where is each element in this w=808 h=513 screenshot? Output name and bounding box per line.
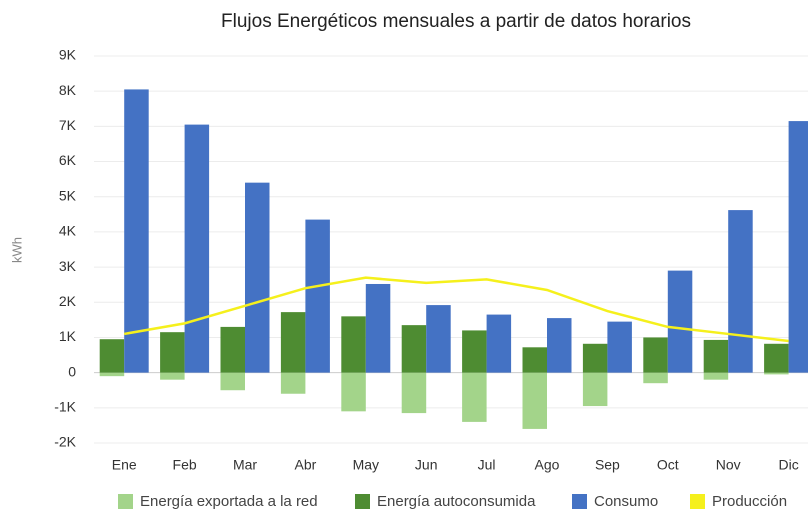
bar <box>305 219 330 373</box>
x-tick-label: Abr <box>295 457 317 473</box>
chart-title: Flujos Energéticos mensuales a partir de… <box>221 11 691 32</box>
x-tick-label: May <box>353 457 379 473</box>
bar <box>160 332 185 373</box>
legend-swatch <box>355 494 370 509</box>
bar <box>280 312 306 373</box>
bar <box>401 372 427 414</box>
bar <box>728 210 753 373</box>
bar <box>462 330 487 373</box>
legend-swatch <box>690 494 705 509</box>
y-tick-label: 0 <box>68 363 76 379</box>
bar <box>220 372 245 391</box>
bar <box>703 372 729 380</box>
bar <box>280 372 306 394</box>
y-axis-title: kWh <box>9 237 24 263</box>
legend-label: Energía autoconsumida <box>377 493 536 510</box>
y-tick-label: 8K <box>59 82 77 98</box>
bar <box>547 318 572 373</box>
x-tick-label: Sep <box>595 457 620 473</box>
bar <box>184 124 210 373</box>
y-tick-label: -1K <box>54 399 76 415</box>
bar <box>607 321 632 373</box>
bar <box>99 372 125 377</box>
x-tick-label: Nov <box>716 457 741 473</box>
bar <box>365 283 391 373</box>
bar <box>486 314 512 373</box>
bar <box>522 347 547 373</box>
y-tick-label: -2K <box>54 434 76 450</box>
x-tick-label: Jul <box>478 457 496 473</box>
bar <box>643 372 668 384</box>
y-tick-label: 7K <box>59 117 77 133</box>
bar <box>643 337 668 373</box>
bar <box>341 316 366 373</box>
x-tick-label: Feb <box>173 457 197 473</box>
bar <box>462 372 487 422</box>
x-tick-label: Dic <box>778 457 798 473</box>
bar <box>245 182 270 373</box>
bar <box>582 372 608 407</box>
y-tick-label: 2K <box>59 293 77 309</box>
bar <box>667 270 693 373</box>
legend-label: Producción <box>712 493 787 510</box>
bar <box>764 343 789 373</box>
bar <box>220 326 245 373</box>
y-tick-label: 5K <box>59 187 77 203</box>
bar <box>401 325 427 373</box>
bar <box>764 372 789 375</box>
line <box>123 276 789 343</box>
bar <box>341 372 366 412</box>
x-tick-label: Ago <box>535 457 560 473</box>
bar <box>99 339 125 373</box>
x-tick-label: Ene <box>112 457 137 473</box>
bar <box>703 339 729 373</box>
y-tick-label: 4K <box>59 223 77 239</box>
legend-label: Energía exportada a la red <box>140 493 318 510</box>
x-tick-label: Jun <box>415 457 438 473</box>
legend-label: Consumo <box>594 493 658 510</box>
bar <box>582 343 608 373</box>
bar <box>426 305 451 373</box>
y-tick-label: 6K <box>59 152 77 168</box>
x-tick-label: Mar <box>233 457 257 473</box>
legend-swatch <box>572 494 587 509</box>
bar <box>160 372 185 380</box>
bar <box>522 372 547 429</box>
bar <box>788 121 808 373</box>
y-tick-label: 3K <box>59 258 77 274</box>
bar <box>124 89 149 373</box>
y-tick-label: 1K <box>59 328 77 344</box>
x-tick-label: Oct <box>657 457 679 473</box>
legend-swatch <box>118 494 133 509</box>
y-tick-label: 9K <box>59 47 77 63</box>
